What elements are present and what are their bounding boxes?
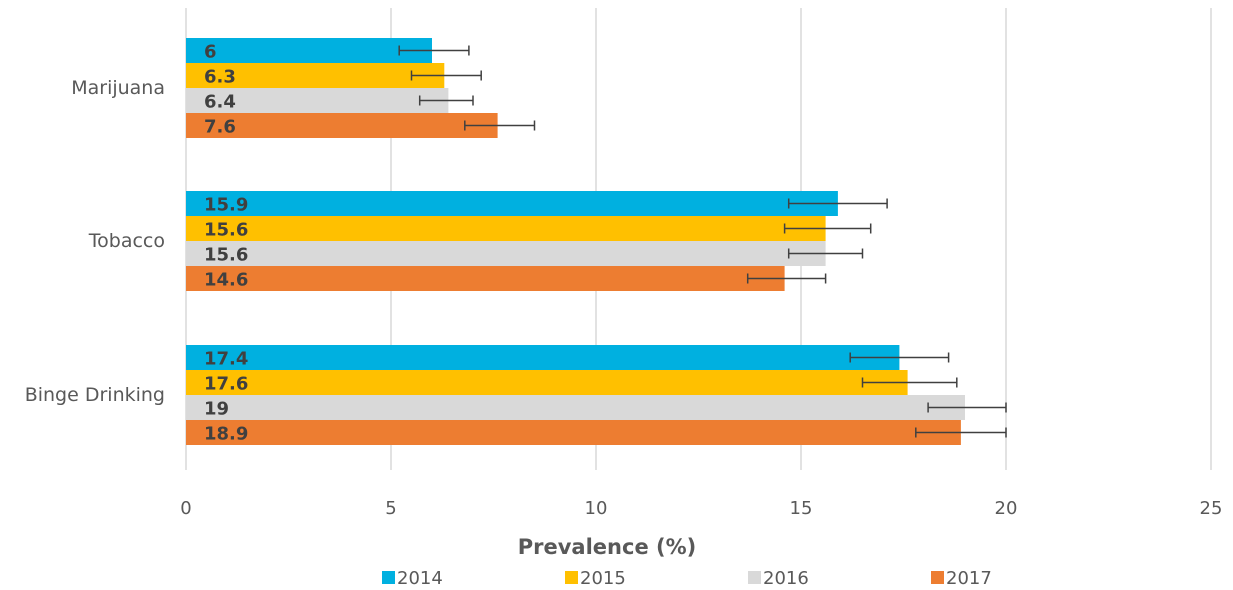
- bar: [186, 395, 965, 420]
- bar: [186, 370, 908, 395]
- bar: [186, 113, 498, 138]
- data-label: 6.3: [204, 67, 236, 88]
- legend-label: 2014: [397, 568, 443, 589]
- category-labels: Marijuana Tobacco Binge Drinking: [25, 77, 165, 406]
- data-label: 17.6: [204, 374, 248, 395]
- data-label: 15.6: [204, 220, 248, 241]
- data-label: 6: [204, 42, 217, 63]
- bar: [186, 191, 838, 216]
- bar: [186, 88, 449, 113]
- data-label: 6.4: [204, 92, 236, 113]
- data-label: 15.6: [204, 245, 248, 266]
- x-tick-label: 20: [995, 498, 1018, 519]
- category-label: Marijuana: [71, 77, 165, 99]
- legend-swatch: [748, 571, 761, 584]
- bar: [186, 63, 445, 88]
- data-label: 19: [204, 399, 229, 420]
- category-label: Tobacco: [88, 230, 165, 252]
- data-label: 14.6: [204, 270, 248, 291]
- bar: [186, 216, 826, 241]
- data-label: 7.6: [204, 117, 236, 138]
- data-label: 17.4: [204, 349, 248, 370]
- legend-swatch: [382, 571, 395, 584]
- legend-label: 2015: [580, 568, 626, 589]
- legend-swatch: [931, 571, 944, 584]
- x-tick-label: 10: [585, 498, 608, 519]
- x-tick-label: 5: [385, 498, 396, 519]
- data-label: 18.9: [204, 424, 248, 445]
- error-bars: [398, 45, 1007, 438]
- category-label: Binge Drinking: [25, 384, 165, 406]
- bar: [186, 345, 900, 370]
- data-labels: 6 6.3 6.4 7.6 15.9 15.6 15.6 14.6 17.4 17.6 19 18.9: [204, 42, 248, 445]
- legend-label: 2017: [946, 568, 992, 589]
- bar: [186, 420, 961, 445]
- legend: 2014 2015 2016 2017: [382, 568, 992, 589]
- x-tick-label: 25: [1200, 498, 1223, 519]
- legend-label: 2016: [763, 568, 809, 589]
- bars: [186, 38, 965, 445]
- legend-swatch: [565, 571, 578, 584]
- x-axis-title: Prevalence (%): [518, 535, 696, 559]
- x-tick-label: 15: [790, 498, 813, 519]
- x-tick-label: 0: [180, 498, 191, 519]
- x-tick-labels: 0 5 10 15 20 25: [180, 498, 1222, 519]
- bar: [186, 38, 432, 63]
- bar: [186, 241, 826, 266]
- bar: [186, 266, 785, 291]
- data-label: 15.9: [204, 195, 248, 216]
